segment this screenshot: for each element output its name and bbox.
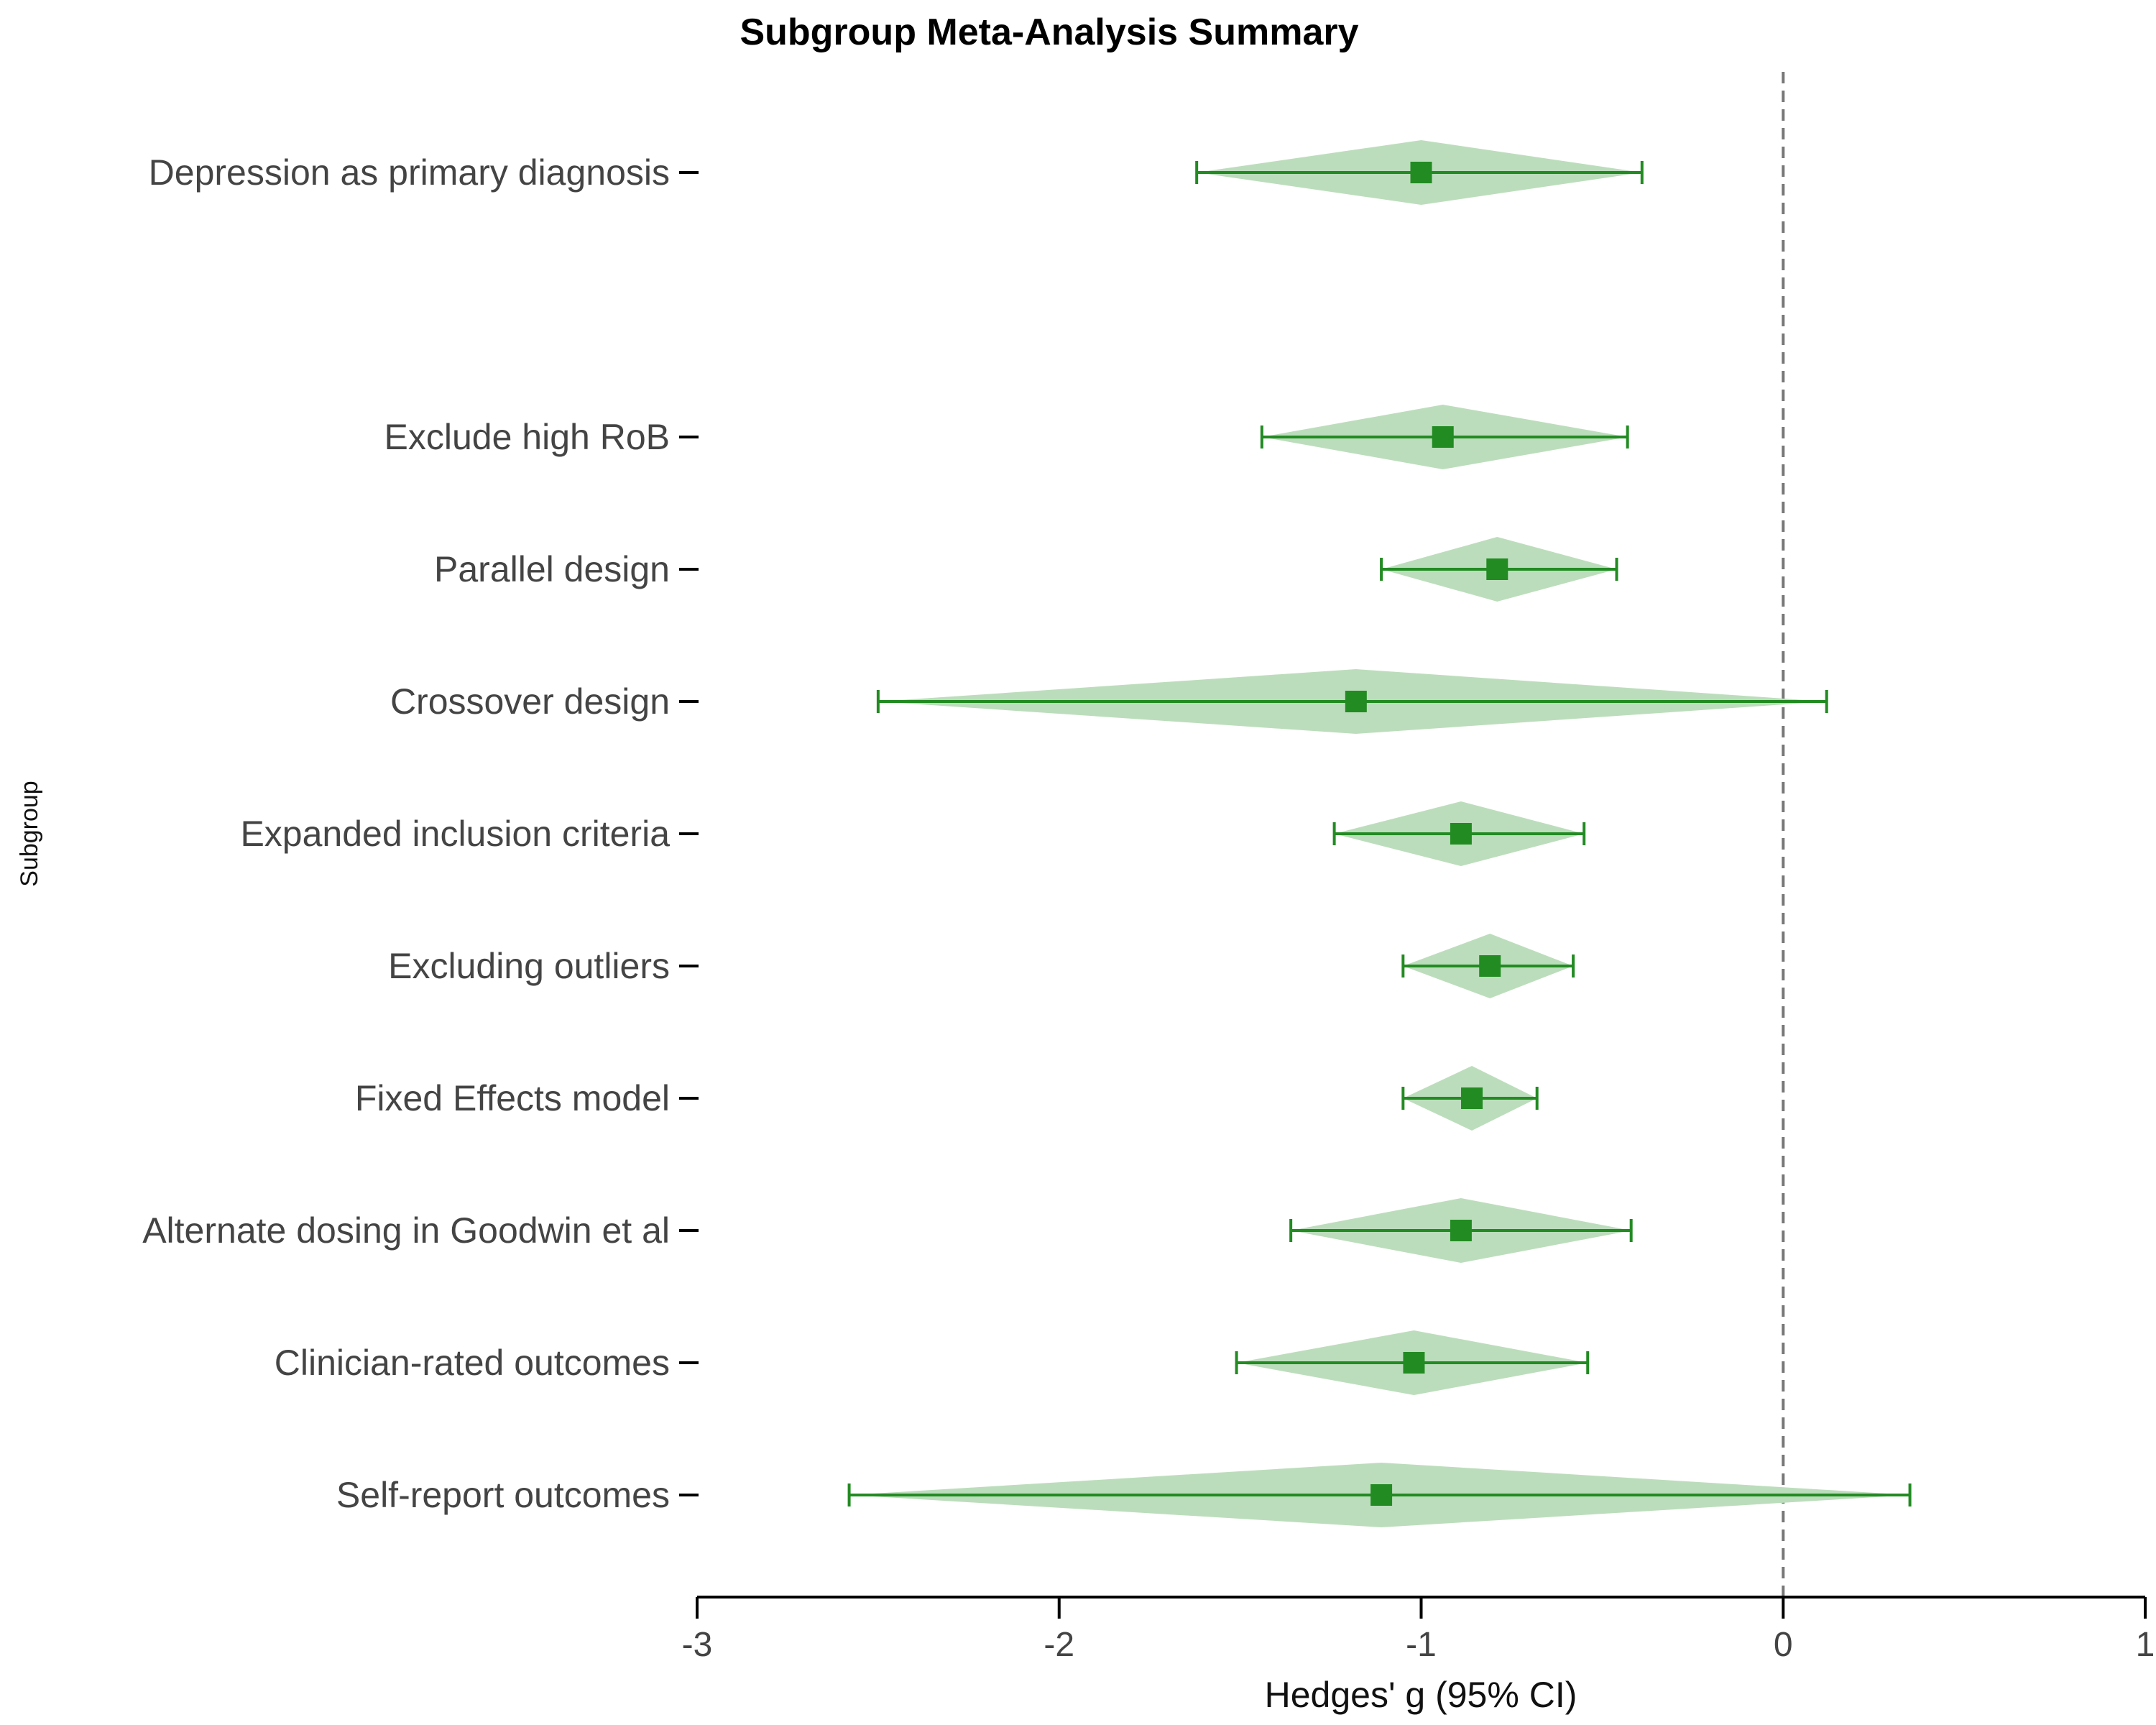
x-tick-label: -3 xyxy=(682,1626,713,1664)
y-tick-label: Alternate dosing in Goodwin et al xyxy=(142,1210,670,1251)
forest-row: Alternate dosing in Goodwin et al xyxy=(142,1198,1633,1263)
point-estimate-marker xyxy=(1345,691,1367,712)
y-axis-label: Subgroup xyxy=(16,781,43,886)
chart-title: Subgroup Meta-Analysis Summary xyxy=(740,12,1358,53)
forest-row: Clinician-rated outcomes xyxy=(275,1330,1590,1395)
x-tick-label: -2 xyxy=(1044,1626,1074,1664)
y-tick-label: Crossover design xyxy=(390,681,670,722)
forest-row: Exclude high RoB xyxy=(384,405,1629,469)
x-axis: -3 -2 -1 0 1 xyxy=(682,1596,2155,1664)
y-tick-label: Expanded inclusion criteria xyxy=(240,814,670,854)
y-tick-label: Depression as primary diagnosis xyxy=(149,152,670,193)
y-tick-label: Self-report outcomes xyxy=(336,1475,670,1515)
point-estimate-marker xyxy=(1461,1087,1483,1109)
point-estimate-marker xyxy=(1403,1352,1425,1374)
point-estimate-marker xyxy=(1486,558,1508,580)
x-tick-label: 1 xyxy=(2136,1626,2155,1664)
point-estimate-marker xyxy=(1370,1484,1393,1506)
y-tick-label: Exclude high RoB xyxy=(384,417,670,457)
point-estimate-marker xyxy=(1450,823,1472,845)
forest-row: Self-report outcomes xyxy=(336,1463,1912,1527)
y-tick-label: Fixed Effects model xyxy=(355,1078,670,1118)
y-tick-label: Excluding outliers xyxy=(388,946,670,986)
forest-row: Crossover design xyxy=(390,669,1828,734)
x-tick-label: -1 xyxy=(1406,1626,1437,1664)
forest-row: Depression as primary diagnosis xyxy=(149,140,1644,205)
point-estimate-marker xyxy=(1479,955,1501,977)
y-tick-label: Clinician-rated outcomes xyxy=(275,1343,670,1383)
point-estimate-marker xyxy=(1410,162,1432,183)
forest-row: Excluding outliers xyxy=(388,934,1575,998)
rows-layer: Depression as primary diagnosis Exclude h… xyxy=(142,140,1912,1527)
x-axis-label: Hedges' g (95% CI) xyxy=(1265,1675,1577,1715)
forest-row: Expanded inclusion criteria xyxy=(240,801,1586,866)
forest-row: Parallel design xyxy=(434,537,1618,602)
y-tick-label: Parallel design xyxy=(434,549,670,589)
point-estimate-marker xyxy=(1432,426,1454,448)
point-estimate-marker xyxy=(1450,1220,1472,1241)
forest-row: Fixed Effects model xyxy=(355,1066,1539,1131)
x-tick-label: 0 xyxy=(1774,1626,1793,1664)
